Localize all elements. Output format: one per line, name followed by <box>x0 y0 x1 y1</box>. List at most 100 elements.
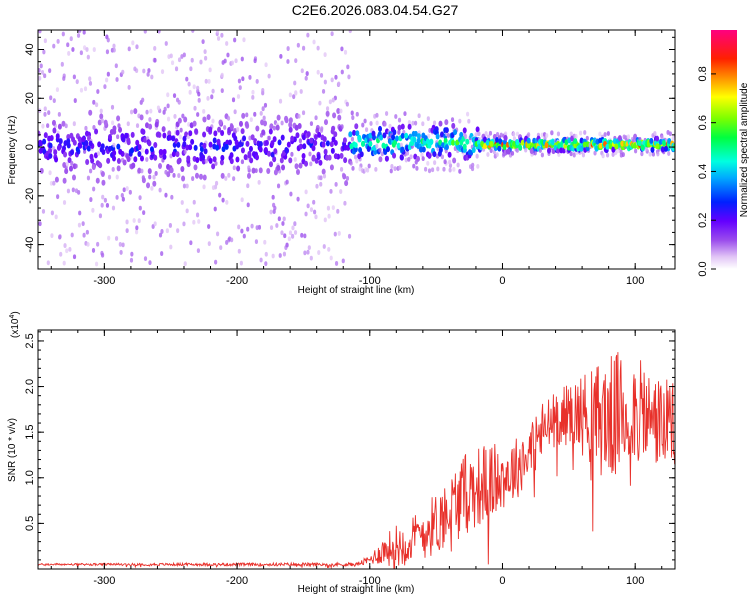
spectrogram-cell <box>451 139 456 146</box>
spectrogram-cell <box>327 154 332 161</box>
spectrogram-cell <box>288 157 293 164</box>
spectrogram-cell <box>255 225 259 231</box>
spectrogram-cell <box>598 142 603 149</box>
spectrogram-cell <box>433 160 437 166</box>
spectrogram-cell <box>510 150 515 156</box>
spectrogram-cell <box>206 96 210 101</box>
spectrogram-cell <box>187 81 191 87</box>
spectrogram-cell <box>298 138 302 144</box>
spectrogram-cell <box>153 221 157 227</box>
spectrogram-cell <box>56 144 61 151</box>
spectrogram-cell <box>112 47 116 53</box>
spectrogram-cell <box>214 180 219 186</box>
spectrogram-cell <box>261 129 266 136</box>
spectrogram-cell <box>281 221 285 226</box>
spectrogram-cell <box>43 111 47 117</box>
spectrogram-cell <box>166 103 170 109</box>
spectrogram-cell <box>383 149 388 156</box>
spectrogram-cell <box>375 143 379 149</box>
spectrogram-cell <box>121 136 126 143</box>
spectrogram-cell <box>269 209 273 215</box>
spectrogram-cell <box>293 230 298 235</box>
spectrogram-cell <box>208 126 213 133</box>
spectrogram-cell <box>275 124 280 131</box>
spectrogram-cell <box>286 141 291 148</box>
spectrogram-cell <box>485 139 490 146</box>
spectrogram-cell <box>296 42 300 48</box>
spectrogram-cell <box>329 255 333 261</box>
spectrogram-cell <box>57 112 61 117</box>
spectrogram-cell <box>611 152 615 157</box>
spectrogram-cell <box>38 67 41 73</box>
spectrogram-cell <box>236 127 240 132</box>
spectrogram-cell <box>375 120 379 126</box>
spectrogram-cell <box>100 143 105 150</box>
spectrogram-cell <box>448 167 452 173</box>
spectrogram-cell <box>157 30 161 34</box>
spectrogram-cell <box>112 142 116 148</box>
spectrogram-cell <box>220 32 224 38</box>
spectrogram-cell <box>267 135 271 141</box>
spectrogram-cell <box>288 117 293 124</box>
spectrogram-cell <box>251 167 256 174</box>
spectrogram-cell <box>312 199 316 205</box>
spectrogram-cell <box>569 131 573 137</box>
spectrogram-cell <box>43 132 48 139</box>
spectrogram-y-tick-label: 0 <box>24 144 36 150</box>
spectrogram-cell <box>303 233 307 239</box>
spectrogram-cell <box>125 186 129 191</box>
spectrogram-cell <box>336 108 341 115</box>
spectrogram-cell <box>400 123 405 130</box>
spectrogram-cell <box>255 79 259 84</box>
spectrogram-frame <box>37 29 676 270</box>
spectrogram-cell <box>648 151 652 157</box>
spectrogram-cell <box>394 114 398 119</box>
spectrogram-cell <box>126 121 130 127</box>
spectrogram-cell <box>52 127 57 134</box>
spectrogram-cell <box>148 260 152 266</box>
spectrogram-cell <box>250 223 254 229</box>
spectrogram-cell <box>221 197 225 203</box>
spectrogram-cell <box>130 147 135 154</box>
spectrogram-cell <box>418 146 423 153</box>
spectrogram-cell <box>245 140 250 147</box>
spectrogram-cell <box>340 69 344 75</box>
spectrogram-cell <box>202 108 206 114</box>
spectrogram-cell <box>195 172 200 179</box>
spectrogram-y-tick-label: 20 <box>24 92 36 104</box>
spectrogram-cell <box>140 147 144 153</box>
spectrogram-cell <box>323 79 327 85</box>
spectrogram-cell <box>211 88 215 94</box>
spectrogram-cell <box>217 126 222 133</box>
spectrogram-cell <box>54 156 59 163</box>
spectrogram-cell <box>276 114 281 121</box>
spectrogram-cell <box>579 130 583 136</box>
spectrogram-cell <box>413 120 418 126</box>
spectrogram-cell <box>309 121 314 127</box>
spectrogram-cell <box>158 187 162 193</box>
spectrogram-cell <box>225 240 229 245</box>
spectrogram-cell <box>379 134 384 141</box>
spectrogram-cell <box>619 149 623 155</box>
spectrogram-cell <box>336 208 340 214</box>
spectrogram-cell <box>66 138 71 145</box>
spectrogram-cell <box>164 192 168 198</box>
spectrogram-cell <box>286 59 290 64</box>
spectrogram-cell <box>375 112 379 118</box>
spectrogram-cell <box>94 102 99 108</box>
spectrogram-cell <box>655 135 660 142</box>
spectrogram-cell <box>232 165 236 171</box>
spectrogram-cell <box>348 30 352 34</box>
spectrogram-cell <box>255 154 260 161</box>
spectrogram-cell <box>412 163 416 169</box>
spectrogram-cell <box>650 146 655 153</box>
spectrogram-cell <box>195 157 200 164</box>
spectrogram-cell <box>172 93 177 99</box>
spectrogram-cell <box>271 253 275 259</box>
spectrogram-cell <box>67 51 71 56</box>
spectrogram-cell <box>407 156 411 162</box>
colorbar-label: Normalized spectral amplitude <box>739 82 750 217</box>
spectrogram-cell <box>257 224 262 230</box>
spectrogram-cell <box>477 131 481 137</box>
spectrogram-cell <box>417 113 421 119</box>
